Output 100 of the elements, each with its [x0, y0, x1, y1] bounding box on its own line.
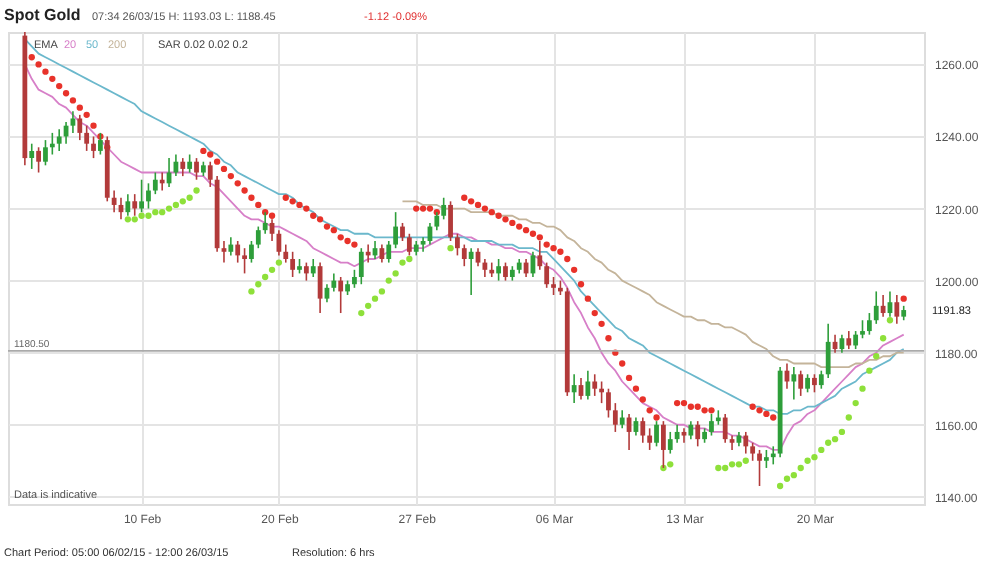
candlestick — [571, 373, 577, 404]
candlestick — [660, 420, 666, 469]
candlestick — [70, 110, 76, 134]
point — [399, 259, 406, 266]
candlestick — [674, 423, 680, 444]
point — [866, 367, 873, 374]
point — [124, 216, 132, 223]
point — [818, 446, 825, 454]
candlestick — [880, 294, 886, 318]
candlestick — [853, 330, 859, 350]
candlestick — [379, 243, 385, 264]
candlestick — [338, 276, 344, 314]
point — [365, 302, 372, 309]
point — [838, 428, 846, 436]
point — [159, 209, 166, 216]
point — [667, 461, 674, 468]
candlestick — [763, 449, 769, 469]
point — [776, 482, 784, 490]
candlestick — [709, 413, 714, 437]
candlestick — [503, 261, 508, 282]
candlestick — [228, 236, 234, 257]
candlestick — [860, 319, 865, 340]
point — [783, 475, 791, 482]
candlestick — [612, 402, 618, 433]
point — [392, 270, 399, 277]
point — [186, 194, 193, 201]
candlestick — [606, 387, 611, 419]
point — [275, 259, 283, 266]
candlestick — [194, 157, 199, 181]
candlestick — [152, 171, 158, 195]
candlestick — [640, 416, 646, 444]
candlestick — [812, 373, 817, 394]
candlestick — [146, 182, 151, 210]
point — [179, 198, 186, 205]
point — [873, 353, 880, 360]
candlestick — [139, 178, 144, 213]
point — [859, 385, 866, 392]
point — [722, 464, 729, 472]
candlestick — [242, 247, 247, 275]
point — [255, 281, 262, 288]
candlestick — [798, 369, 804, 397]
candlestick — [125, 193, 131, 217]
candlestick — [303, 261, 309, 282]
candlestick — [654, 420, 659, 448]
candlestick — [249, 240, 254, 264]
point — [165, 205, 173, 212]
point — [172, 201, 180, 209]
point — [378, 288, 386, 295]
candlestick — [400, 222, 405, 242]
point — [447, 245, 454, 252]
candlestick — [468, 247, 474, 296]
candlestick — [29, 142, 35, 170]
point — [145, 212, 152, 219]
point — [790, 472, 798, 479]
point — [735, 461, 743, 468]
candlestick — [619, 409, 625, 430]
candlestick — [56, 128, 62, 152]
point — [138, 212, 145, 219]
candlestick — [43, 139, 48, 167]
candlestick — [681, 427, 687, 444]
candlestick — [846, 330, 852, 350]
candlestick — [757, 449, 762, 487]
point — [385, 277, 392, 284]
point — [358, 309, 365, 317]
chart-title: Spot Gold — [4, 6, 81, 24]
candlestick — [791, 366, 797, 401]
point — [193, 187, 200, 194]
point — [262, 273, 269, 281]
point — [131, 216, 138, 223]
point — [804, 457, 811, 464]
candlestick — [592, 373, 598, 397]
candlestick — [132, 193, 138, 217]
candlestick — [420, 236, 426, 253]
point — [825, 439, 832, 446]
candlestick — [894, 294, 900, 325]
candlestick — [290, 250, 296, 278]
point — [371, 295, 379, 302]
point — [852, 399, 859, 407]
point — [248, 288, 255, 295]
candlestick — [825, 323, 831, 379]
point — [715, 464, 722, 472]
candlestick — [585, 369, 591, 401]
candlestick — [461, 243, 467, 267]
point — [811, 454, 818, 461]
candlestick — [667, 431, 673, 455]
candlestick — [310, 258, 316, 278]
point — [742, 457, 749, 464]
candlestick — [187, 153, 193, 174]
candlestick — [36, 146, 41, 174]
point — [879, 335, 887, 342]
point — [845, 414, 852, 421]
candlestick — [448, 200, 453, 242]
candlestick — [358, 247, 364, 286]
point — [831, 435, 839, 443]
candlestick — [551, 276, 556, 296]
point — [268, 266, 276, 273]
candlestick — [496, 258, 502, 282]
candlestick — [235, 240, 241, 264]
candlestick — [873, 290, 879, 325]
candlestick — [688, 420, 694, 440]
